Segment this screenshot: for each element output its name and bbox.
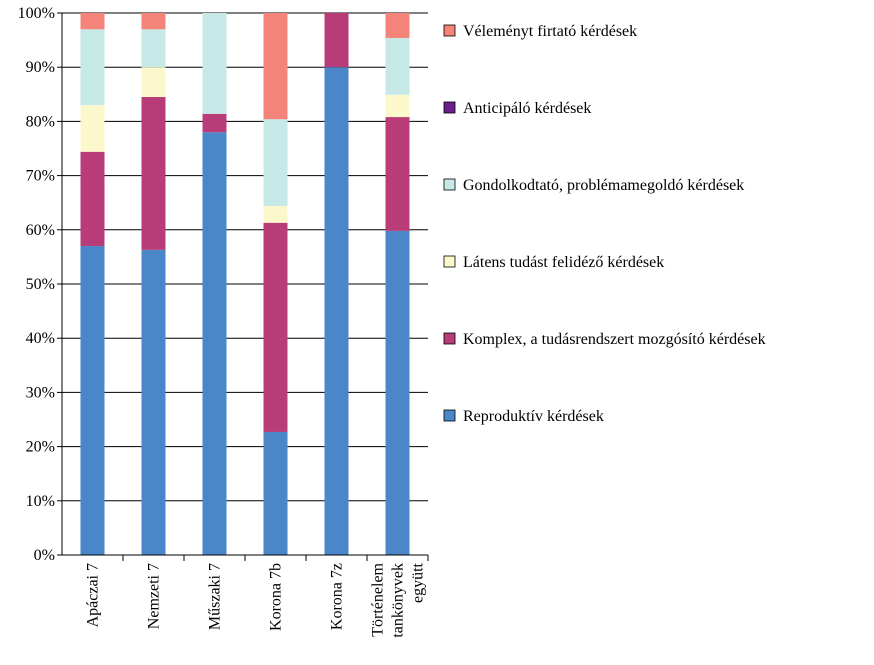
bar-segment — [385, 230, 410, 555]
bar-segment — [385, 94, 410, 118]
legend-swatch — [443, 178, 456, 191]
y-tick-label: 80% — [26, 113, 55, 130]
bar-segment — [202, 132, 227, 556]
x-tick-label: Műszaki 7 — [207, 563, 224, 630]
bar-segment — [141, 97, 166, 250]
bar-segment — [141, 67, 166, 98]
legend-swatch — [443, 332, 456, 345]
bar-segment — [80, 105, 105, 152]
bar-segment — [385, 37, 410, 95]
bar-segment — [385, 117, 410, 231]
y-tick-label: 50% — [26, 276, 55, 293]
y-tick-label: 90% — [26, 59, 55, 76]
bar-segment — [324, 67, 349, 555]
legend-label: Gondolkodtató, problémamegoldó kérdések — [463, 177, 744, 194]
bar-segment — [202, 113, 227, 133]
bar-segment — [263, 431, 288, 555]
x-tick-label: Korona 7z — [329, 563, 346, 630]
bar-segment — [263, 222, 288, 432]
bar-segment — [80, 246, 105, 555]
bar-segment — [141, 249, 166, 555]
bar-segment — [324, 13, 349, 68]
legend-label: Reproduktív kérdések — [463, 408, 604, 425]
bar-segment — [263, 13, 288, 120]
bar-segment — [141, 13, 166, 30]
y-tick-label: 20% — [26, 439, 55, 456]
legend-swatch — [443, 24, 456, 37]
x-tick-label: Nemzeti 7 — [146, 563, 163, 629]
legend-label: Véleményt firtató kérdések — [463, 23, 637, 40]
legend-label: Komplex, a tudásrendszert mozgósító kérd… — [463, 331, 766, 348]
bar-segment — [385, 13, 410, 38]
bar-segment — [202, 13, 227, 114]
legend-swatch — [443, 101, 456, 114]
y-tick-label: 30% — [26, 384, 55, 401]
y-tick-label: 70% — [26, 168, 55, 185]
y-tick-label: 100% — [18, 5, 55, 22]
legend-label: Anticipáló kérdések — [463, 100, 591, 117]
bar-segment — [141, 29, 166, 68]
bar-segment — [80, 29, 105, 106]
x-tick-label: Történelem tankönyvek együtt — [370, 562, 427, 637]
legend-swatch — [443, 409, 456, 422]
bar-segment — [80, 13, 105, 30]
y-tick-label: 10% — [26, 493, 55, 510]
x-tick-label: Korona 7b — [268, 563, 285, 631]
y-tick-label: 0% — [34, 547, 55, 564]
bar-segment — [80, 151, 105, 247]
x-tick-label: Apáczai 7 — [85, 563, 102, 627]
y-tick-label: 40% — [26, 330, 55, 347]
bar-segment — [263, 119, 288, 206]
legend-label: Látens tudást felidéző kérdések — [463, 254, 664, 271]
bar-segment — [263, 205, 288, 223]
y-tick-label: 60% — [26, 222, 55, 239]
legend-swatch — [443, 255, 456, 268]
